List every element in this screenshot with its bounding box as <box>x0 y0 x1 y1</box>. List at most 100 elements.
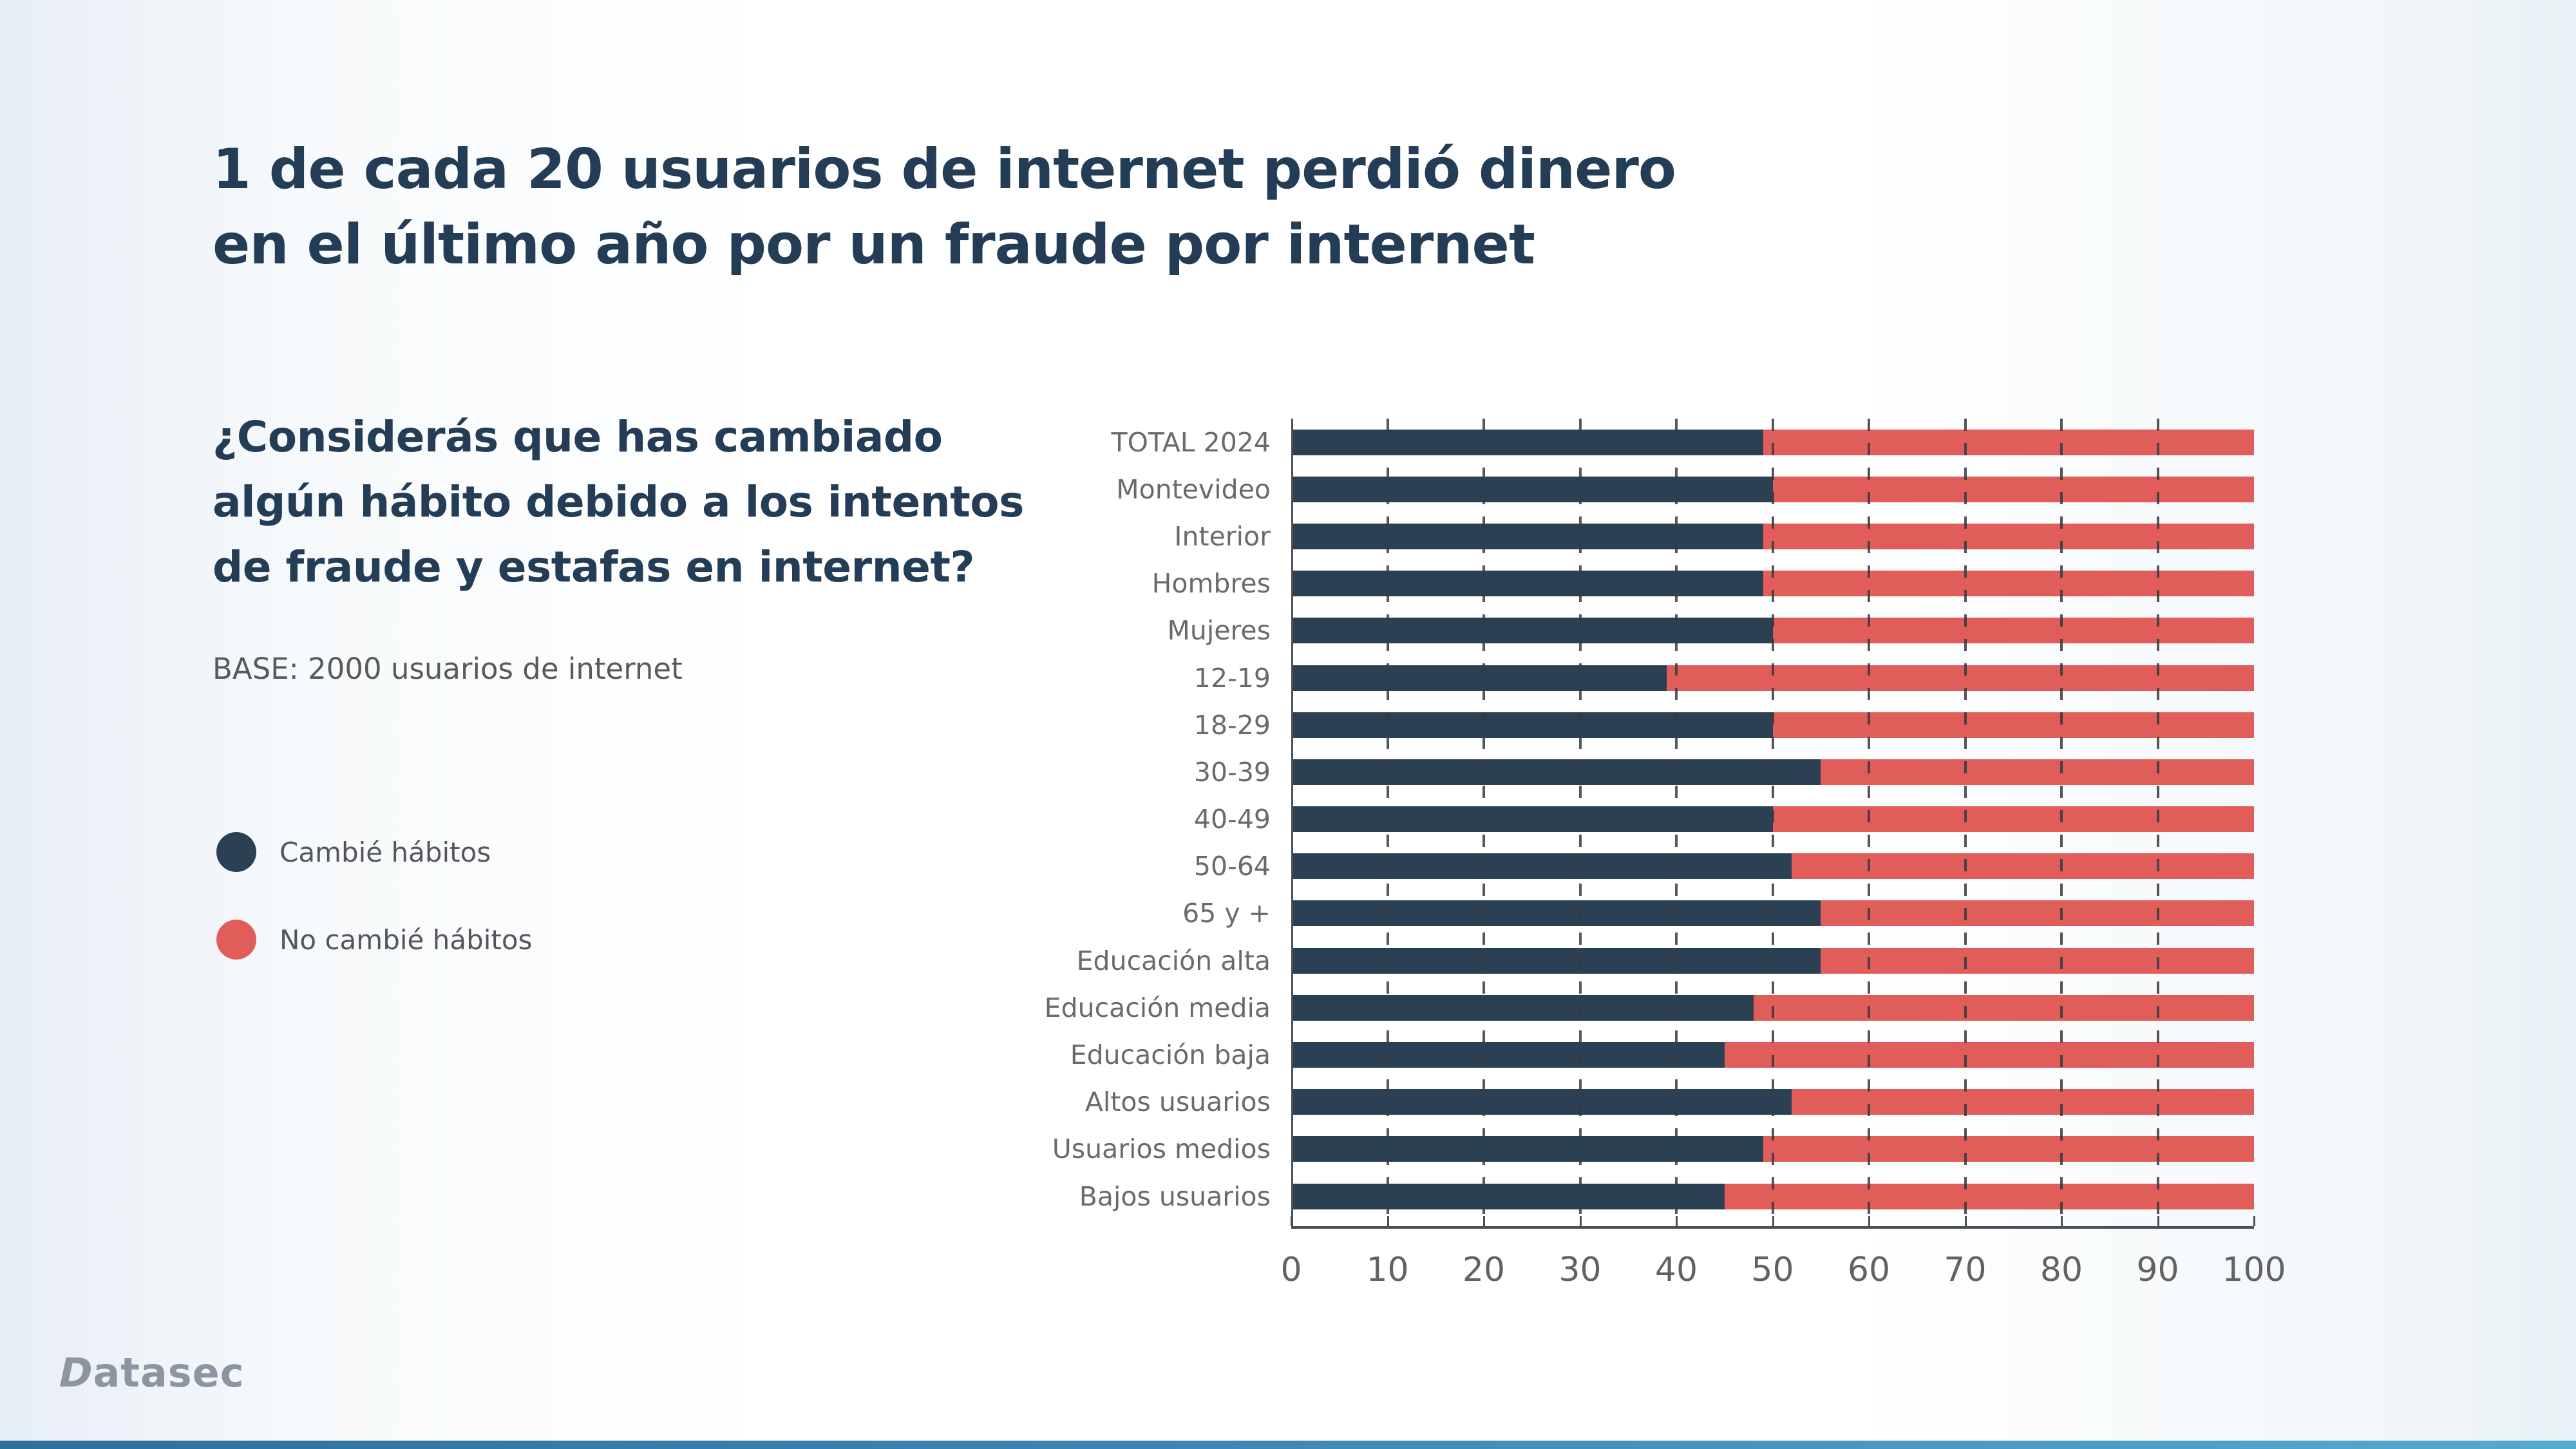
bar-segment-cambie <box>1291 1089 1792 1115</box>
bar-segment-no-cambie <box>1821 900 2254 927</box>
bar-row: Bajos usuarios <box>898 1173 2254 1220</box>
bar-segment-cambie <box>1291 665 1667 691</box>
x-tick <box>1964 1216 1967 1226</box>
bar-segment-no-cambie <box>1724 1183 2254 1209</box>
x-tick-label: 30 <box>1558 1251 1602 1289</box>
bar-row: 30-39 <box>898 748 2254 795</box>
datasec-logo: Datasec <box>54 1349 245 1396</box>
y-axis-spine <box>1291 419 1293 1229</box>
category-label: 18-29 <box>1193 709 1271 741</box>
bar-row: Educación alta <box>898 937 2254 984</box>
bar-row: Interior <box>898 513 2254 560</box>
bottom-accent-bar <box>0 1441 2576 1449</box>
page-title-line2: en el último año por un fraude por inter… <box>213 213 1535 277</box>
x-tick-label: 60 <box>1847 1251 1891 1289</box>
x-tick-label: 70 <box>1944 1251 1987 1289</box>
base-note: BASE: 2000 usuarios de internet <box>213 652 683 686</box>
bar-segment-no-cambie <box>1772 618 2254 644</box>
bar-segment-cambie <box>1291 806 1773 833</box>
x-axis <box>1291 419 2255 1229</box>
category-label: Montevideo <box>1116 473 1271 505</box>
bar-row: Montevideo <box>898 466 2254 513</box>
bar-segment-cambie <box>1291 712 1773 738</box>
stacked-bar <box>1291 806 2254 833</box>
category-label: 50-64 <box>1193 851 1271 882</box>
legend: Cambié hábitos No cambié hábitos <box>216 832 532 1007</box>
bar-segment-cambie <box>1291 618 1773 644</box>
category-label: 30-39 <box>1193 756 1271 788</box>
bar-segment-cambie <box>1291 523 1763 549</box>
x-tick-label: 90 <box>2136 1251 2179 1289</box>
legend-item-no-cambie: No cambié hábitos <box>216 920 532 960</box>
bar-segment-no-cambie <box>1763 429 2254 455</box>
bar-segment-cambie <box>1291 900 1821 927</box>
survey-question-line2: algún hábito debido a los intentos <box>213 477 1024 527</box>
bar-row: 12-19 <box>898 654 2254 701</box>
category-label: Interior <box>1174 520 1271 552</box>
bar-segment-no-cambie <box>1772 476 2254 502</box>
category-label: Usuarios medios <box>1052 1133 1271 1165</box>
page-title-line1: 1 de cada 20 usuarios de internet perdió… <box>213 137 1676 202</box>
category-label: 40-49 <box>1193 804 1271 835</box>
stacked-bar <box>1291 618 2254 644</box>
survey-question-line3: de fraude y estafas en internet? <box>213 542 975 592</box>
bar-segment-no-cambie <box>1667 665 2254 691</box>
page-title: 1 de cada 20 usuarios de internet perdió… <box>213 132 1676 283</box>
bar-segment-cambie <box>1291 476 1773 502</box>
legend-swatch-no-cambie <box>216 920 256 960</box>
bar-segment-no-cambie <box>1821 759 2254 785</box>
survey-question-line1: ¿Considerás que has cambiado <box>213 412 943 462</box>
datasec-logo-rest: atasec <box>93 1349 245 1396</box>
bar-segment-cambie <box>1291 1183 1725 1209</box>
x-tick <box>1483 1216 1485 1226</box>
legend-label-no-cambie: No cambié hábitos <box>279 923 533 956</box>
x-tick-label: 50 <box>1751 1251 1794 1289</box>
x-tick <box>2253 1216 2255 1226</box>
category-label: Educación baja <box>1070 1039 1271 1071</box>
stacked-bar-chart: TOTAL 2024 Montevideo Interior Hombres Mujer… <box>898 419 2286 1289</box>
bar-segment-no-cambie <box>1763 1136 2254 1162</box>
legend-label-cambie: Cambié hábitos <box>279 836 491 868</box>
category-label: 65 y + <box>1182 898 1271 929</box>
stacked-bar <box>1291 476 2254 502</box>
x-tick <box>1291 1216 1293 1226</box>
bar-segment-cambie <box>1291 1042 1725 1068</box>
category-label: Bajos usuarios <box>1079 1180 1271 1212</box>
bar-row: 40-49 <box>898 796 2254 843</box>
bar-segment-no-cambie <box>1753 994 2254 1021</box>
category-label: Mujeres <box>1167 615 1271 647</box>
bar-segment-no-cambie <box>1763 523 2254 549</box>
x-tick-label: 40 <box>1654 1251 1698 1289</box>
stacked-bar <box>1291 1136 2254 1162</box>
legend-item-cambie: Cambié hábitos <box>216 832 532 872</box>
datasec-logo-d: D <box>54 1349 99 1396</box>
category-label: Educación media <box>1044 992 1271 1023</box>
bar-row: Mujeres <box>898 607 2254 654</box>
stacked-bar <box>1291 523 2254 549</box>
category-label: Altos usuarios <box>1084 1086 1271 1118</box>
bar-segment-cambie <box>1291 429 1763 455</box>
x-tick <box>1868 1216 1870 1226</box>
bar-segment-cambie <box>1291 853 1792 880</box>
bar-segment-cambie <box>1291 1136 1763 1162</box>
category-label: Educación alta <box>1076 945 1271 976</box>
bar-segment-cambie <box>1291 571 1763 597</box>
bar-rows: TOTAL 2024 Montevideo Interior Hombres Mujer… <box>898 419 2254 1220</box>
x-tick-label: 100 <box>2222 1251 2286 1289</box>
category-label: 12-19 <box>1193 662 1271 694</box>
bar-segment-cambie <box>1291 759 1821 785</box>
stacked-bar <box>1291 429 2254 455</box>
x-tick-label: 0 <box>1280 1251 1302 1289</box>
x-tick-label: 20 <box>1462 1251 1506 1289</box>
stacked-bar <box>1291 712 2254 738</box>
stacked-bar <box>1291 900 2254 927</box>
bar-row: Hombres <box>898 560 2254 607</box>
x-tick-label: 10 <box>1366 1251 1409 1289</box>
bar-segment-no-cambie <box>1772 712 2254 738</box>
legend-swatch-cambie <box>216 832 256 872</box>
x-tick <box>1387 1216 1389 1226</box>
category-label: TOTAL 2024 <box>1111 426 1271 458</box>
bar-row: Educación baja <box>898 1031 2254 1078</box>
bar-segment-cambie <box>1291 947 1821 974</box>
